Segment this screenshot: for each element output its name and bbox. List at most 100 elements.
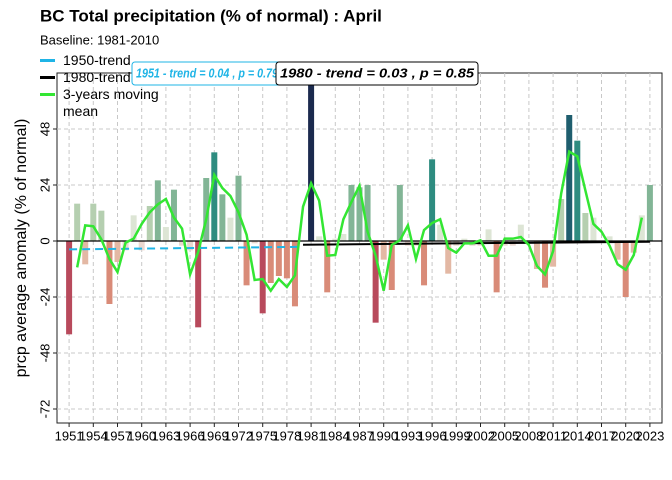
bar [275, 241, 282, 276]
bar [154, 180, 161, 241]
chart-subtitle: Baseline: 1981-2010 [40, 32, 159, 47]
bar [114, 241, 121, 262]
bar [461, 238, 468, 241]
x-tick-label: 2002 [466, 428, 495, 443]
bar [421, 241, 428, 286]
x-tick-label: 1969 [200, 428, 229, 443]
bar [388, 241, 395, 290]
bar [195, 241, 202, 328]
x-tick-label: 2008 [514, 428, 543, 443]
x-tick-label: 1972 [224, 428, 253, 443]
bar [614, 241, 621, 260]
x-tick-label: 2023 [635, 428, 664, 443]
bar [267, 241, 274, 283]
x-tick-label: 1957 [103, 428, 132, 443]
bar [437, 224, 444, 241]
bar [542, 241, 549, 288]
bar [66, 241, 73, 335]
plot-area: -72-48-240244819511954195719601963196619… [37, 72, 664, 443]
y-axis-label: prcp average anomaly (% of normal) [13, 119, 30, 378]
bar [251, 241, 258, 244]
legend-item: 1980-trend [40, 69, 183, 86]
x-tick-label: 1951 [55, 428, 84, 443]
x-tick-label: 2017 [587, 428, 616, 443]
y-tick-label: 24 [37, 178, 52, 192]
bar [558, 199, 565, 241]
bar [364, 185, 371, 241]
bar [646, 185, 653, 241]
bar [372, 241, 379, 323]
bar [606, 236, 613, 241]
annotation: 1951 - trend = 0.04 , p = 0.79 [136, 65, 279, 80]
y-tick-label: -48 [37, 344, 52, 363]
x-tick-label: 1966 [176, 428, 205, 443]
bar [243, 241, 250, 286]
bar [396, 185, 403, 241]
y-tick-label: 0 [37, 237, 52, 244]
bar [283, 241, 290, 279]
x-tick-label: 2014 [563, 428, 592, 443]
bar [332, 238, 339, 241]
legend-label: 1950-trend [63, 52, 131, 68]
bar [130, 215, 137, 241]
bar [445, 241, 452, 274]
x-tick-label: 1990 [369, 428, 398, 443]
bar [324, 241, 331, 293]
bar [219, 194, 226, 241]
bar [574, 140, 581, 241]
bar [162, 227, 169, 241]
x-tick-label: 1960 [127, 428, 156, 443]
bar [582, 213, 589, 241]
legend-label: 1980-trend [63, 69, 131, 85]
y-tick-label: -72 [37, 400, 52, 419]
bar [98, 210, 105, 241]
bar [566, 115, 573, 241]
x-tick-label: 2005 [490, 428, 519, 443]
bar [316, 236, 323, 241]
bar [146, 206, 153, 241]
x-tick-label: 1984 [321, 428, 350, 443]
legend-swatch [40, 59, 55, 62]
bar [630, 241, 637, 253]
legend-label: 3-years moving mean [63, 86, 159, 119]
bar [90, 203, 97, 241]
bar [380, 241, 387, 260]
legend-swatch [40, 93, 55, 96]
x-tick-label: 1999 [442, 428, 471, 443]
x-tick-label: 1963 [151, 428, 180, 443]
bar [203, 178, 210, 241]
bar [485, 229, 492, 241]
bar [517, 224, 524, 241]
legend-item: 1950-trend [40, 52, 183, 69]
annotation: 1980 - trend = 0.03 , p = 0.85 [280, 65, 475, 80]
bar [356, 187, 363, 241]
bar [227, 217, 234, 241]
y-tick-label: 48 [37, 122, 52, 136]
bar [590, 217, 597, 241]
x-tick-label: 1993 [393, 428, 422, 443]
x-tick-label: 2011 [539, 428, 567, 443]
bar [138, 241, 145, 251]
bar [179, 241, 186, 246]
x-tick-label: 1975 [248, 428, 277, 443]
bar [211, 152, 218, 241]
bar [74, 203, 81, 241]
legend-item: 3-years moving mean [40, 86, 183, 120]
bar [235, 175, 242, 241]
bar [340, 234, 347, 241]
legend-swatch [40, 76, 55, 79]
bar [308, 73, 315, 241]
bar [348, 185, 355, 241]
moving-mean-line [75, 149, 644, 293]
trend-line [303, 240, 650, 246]
bar [638, 215, 645, 241]
x-tick-label: 1954 [79, 428, 108, 443]
bar [493, 241, 500, 293]
y-tick-label: -24 [37, 288, 52, 307]
bar [187, 241, 194, 251]
x-tick-label: 1981 [297, 428, 326, 443]
legend: 1950-trend 1980-trend 3-years moving mean [40, 52, 183, 120]
bar [82, 241, 89, 265]
x-tick-label: 1978 [272, 428, 301, 443]
